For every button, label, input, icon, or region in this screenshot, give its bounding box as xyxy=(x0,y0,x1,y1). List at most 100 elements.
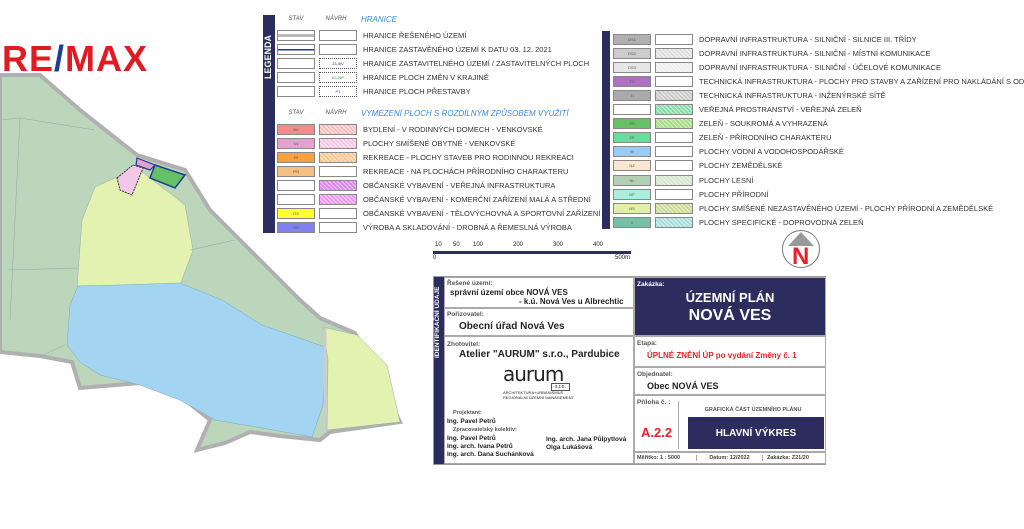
swatch-stav xyxy=(277,43,315,55)
zhot: Atelier "AURUM" s.r.o., Pardubice xyxy=(459,349,620,360)
scale-zero: 0 xyxy=(433,255,437,261)
footer-row: Měřítko: 1 : 5000 Datum: 12/2022 Zakázka… xyxy=(634,452,826,464)
legend-label: DOPRAVNÍ INFRASTRUKTURA - SILNIČNÍ - MÍS… xyxy=(699,48,931,58)
legend-row: DS1 DOPRAVNÍ INFRASTRUKTURA - SILNIČNÍ - … xyxy=(613,33,917,45)
scale-tick: 50 xyxy=(453,242,460,248)
swatch-stav: NP xyxy=(613,188,651,200)
swatch-stav: OS xyxy=(277,207,315,219)
reseno-label: Řešené území: xyxy=(447,280,493,287)
vykres-title: HLAVNÍ VÝKRES xyxy=(688,417,824,449)
legend-label: DOPRAVNÍ INFRASTRUKTURA - SILNIČNÍ - SIL… xyxy=(699,34,917,44)
legend-label: OBČANSKÉ VYBAVENÍ - KOMERČNÍ ZAŘÍZENÍ MA… xyxy=(363,194,591,204)
swatch-stav: NZ xyxy=(613,160,651,172)
aurum-sub2: REGIONÁLNÍ ÚZEMNÍ MANAGEMENT xyxy=(503,395,574,400)
legend-bar: LEGENDA xyxy=(263,15,275,233)
legend-label: HRANICE ŘEŠENÉHO ÚZEMÍ xyxy=(363,30,467,40)
scale-tick: 10 xyxy=(435,242,442,248)
legend-row: VEŘEJNÁ PROSTRANSTVÍ - VEŘEJNÁ ZELEŇ xyxy=(613,104,862,116)
swatch-stav xyxy=(277,57,315,69)
priloha-label: Příloha č. : xyxy=(637,399,671,406)
scale-line xyxy=(433,251,631,254)
reseno-cell: Řešené území: správní území obce NOVÁ VE… xyxy=(444,277,634,308)
legend-row: X PLOCHY SPECIFICKÉ - DOPROVODNÁ ZELEŇ xyxy=(613,216,863,228)
legend-row: VD VÝROBA A SKLADOVÁNÍ - DROBNÁ A ŘEMESLN… xyxy=(277,221,572,233)
legend-label: REKREACE - PLOCHY STAVEB PRO RODINNOU RE… xyxy=(363,152,574,162)
swatch-navrh xyxy=(655,104,693,115)
swatch-navrh xyxy=(655,146,693,158)
objed-label: Objednatel: xyxy=(637,371,673,378)
swatch-stav xyxy=(277,85,315,97)
legend-row: P1 HRANICE PLOCH PŘESTAVBY xyxy=(277,85,471,97)
col-stav: STAV xyxy=(288,110,304,116)
swatch-navrh xyxy=(655,47,693,59)
scale-tick: 300 xyxy=(553,242,564,248)
logo-slash: / xyxy=(54,38,66,79)
legend-row: NP PLOCHY PŘÍRODNÍ xyxy=(613,188,768,200)
map-plot-pink xyxy=(116,164,144,196)
swatch-navrh xyxy=(319,221,357,233)
legend-label: ZELEŇ - PŘÍRODNÍHO CHARAKTERU xyxy=(699,133,832,143)
etapa-label: Etapa: xyxy=(637,340,657,347)
swatch-navrh: P1 xyxy=(319,85,357,97)
land-use-map xyxy=(0,73,403,453)
north-letter: N xyxy=(792,243,810,268)
swatch-stav: ZP xyxy=(613,132,651,144)
kolektiv-member: Ing. arch. Ivana Petrů xyxy=(447,443,513,450)
legend-row: OBČANSKÉ VYBAVENÍ - KOMERČNÍ ZAŘÍZENÍ MA… xyxy=(277,193,591,205)
swatch-stav: RI xyxy=(277,151,315,163)
swatch-navrh xyxy=(319,29,357,41)
swatch-navrh xyxy=(655,174,693,186)
swatch-stav: NL xyxy=(613,174,651,186)
swatch-stav: DS2 xyxy=(613,47,651,59)
legend-row: NL PLOCHY LESNÍ xyxy=(613,174,753,186)
scale-bar: 10 50 100 200 300 400 0 500m xyxy=(433,242,633,264)
legend-label: ZELEŇ - SOUKROMÁ A VYHRAZENÁ xyxy=(699,119,828,129)
legend-label: BYDLENÍ - V RODINNÝCH DOMECH - VENKOVSKÉ xyxy=(363,124,543,134)
swatch-stav: DS1 xyxy=(613,33,651,45)
aurum-sub1: ARCHITEKTURA+URBANISMUS xyxy=(503,390,564,395)
north-arrow-icon: N xyxy=(782,230,820,268)
legend-label: TECHNICKÁ INFRASTRUKTURA - PLOCHY PRO ST… xyxy=(699,76,1024,86)
id-bar: IDENTIFIKAČNÍ ÚDAJE xyxy=(434,277,444,464)
swatch-stav: NS xyxy=(613,202,651,214)
legend-label: VÝROBA A SKLADOVÁNÍ - DROBNÁ A ŘEMESLNÁ … xyxy=(363,222,572,232)
title-block: IDENTIFIKAČNÍ ÚDAJE Řešené území: správn… xyxy=(433,276,826,465)
zakazka-cell: Zakázka: ÚZEMNÍ PLÁN NOVÁ VES xyxy=(634,277,826,336)
swatch-stav: RN xyxy=(277,165,315,177)
legend-row: W PLOCHY VODNÍ A VODOHOSPODÁŘSKÉ xyxy=(613,146,844,158)
scale-tick: 400 xyxy=(593,242,604,248)
legend-label: VEŘEJNÁ PROSTRANSTVÍ - VEŘEJNÁ ZELEŇ xyxy=(699,105,862,114)
swatch-stav: X xyxy=(613,216,651,228)
aurum-logo: aurum s.r.o. ARCHITEKTURA+URBANISMUS REG… xyxy=(497,362,581,402)
legend-label: PLOCHY PŘÍRODNÍ xyxy=(699,189,769,199)
swatch-navrh xyxy=(655,61,693,73)
legend-row: OS OBČANSKÉ VYBAVENÍ - TĚLOVÝCHOVNÁ A SPO… xyxy=(277,207,600,219)
kolektiv-member: Ing. arch. Dana Suchánková xyxy=(447,451,534,458)
poriz-label: Pořizovatel: xyxy=(447,311,484,318)
swatch-navrh xyxy=(655,202,693,214)
swatch-navrh xyxy=(655,118,693,130)
legend-label: DOPRAVNÍ INFRASTRUKTURA - SILNIČNÍ - ÚČE… xyxy=(699,62,941,72)
swatch-navrh xyxy=(655,75,693,87)
zakazka-label: Zakázka: xyxy=(637,281,665,288)
legend-row: ZP ZELEŇ - PŘÍRODNÍHO CHARAKTERU xyxy=(613,132,832,144)
legend-label: TECHNICKÁ INFRASTRUKTURA - INŽENÝRSKÉ SÍ… xyxy=(699,90,886,100)
id-label: IDENTIFIKAČNÍ ÚDAJE xyxy=(434,286,441,358)
proj: Ing. Pavel Petrů xyxy=(447,418,496,425)
legend-row: DS2 DOPRAVNÍ INFRASTRUKTURA - SILNIČNÍ - … xyxy=(613,47,931,59)
swatch-navrh: Z1-BV xyxy=(319,57,357,69)
swatch-navrh xyxy=(319,151,357,163)
legend-row: Z1-BV HRANICE ZASTAVITELNÉHO ÚZEMÍ / ZAST… xyxy=(277,57,589,69)
kolektiv-member: Ing. Pavel Petrů xyxy=(447,435,496,442)
swatch-navrh xyxy=(655,33,693,45)
legend-row: RI REKREACE - PLOCHY STAVEB PRO RODINNOU … xyxy=(277,151,574,163)
reseno-2: - k.ú. Nová Ves u Albrechtic xyxy=(519,297,624,306)
legend-label: HRANICE PLOCH ZMĚN V KRAJINĚ xyxy=(363,72,489,82)
swatch-navrh xyxy=(319,43,357,55)
legend-label: HRANICE PLOCH PŘESTAVBY xyxy=(363,86,471,96)
objed: Obec NOVÁ VES xyxy=(647,381,719,391)
legend-row: TI TECHNICKÁ INFRASTRUKTURA - INŽENÝRSKÉ … xyxy=(613,89,886,101)
swatch-navrh xyxy=(655,188,693,200)
section-heading: HRANICE xyxy=(361,15,398,24)
swatch-navrh xyxy=(319,179,357,191)
